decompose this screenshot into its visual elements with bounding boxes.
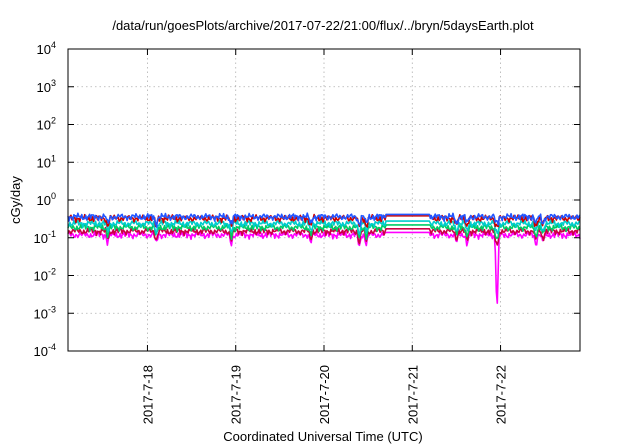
- x-axis: 2017-7-18 2017-7-19 2017-7-20 2017-7-21 2017…: [140, 49, 509, 424]
- y-axis: 104 103 102 101 100 10-1 10-2 10-3 10-4: [34, 40, 580, 359]
- x-tick-label: 2017-7-19: [229, 365, 244, 424]
- y-tick-label: 100: [37, 191, 56, 208]
- y-tick-label: 10-4: [34, 342, 56, 359]
- series-group: [67, 212, 581, 304]
- grid: [68, 49, 580, 351]
- x-axis-label: Coordinated Universal Time (UTC): [223, 429, 422, 444]
- x-tick-label: 2017-7-21: [405, 365, 420, 424]
- y-tick-label: 104: [37, 40, 56, 57]
- y-axis-label: cGy/day: [8, 176, 23, 224]
- y-tick-label: 103: [37, 78, 56, 95]
- y-tick-label: 10-1: [34, 229, 56, 246]
- x-tick-label: 2017-7-22: [494, 365, 509, 424]
- y-tick-label: 10-2: [34, 267, 56, 284]
- x-tick-label: 2017-7-20: [317, 365, 332, 424]
- y-tick-label: 102: [37, 116, 56, 133]
- series-line: [67, 212, 581, 228]
- chart-title: /data/run/goesPlots/archive/2017-07-22/2…: [112, 18, 534, 33]
- y-tick-label: 101: [37, 153, 56, 170]
- x-tick-label: 2017-7-18: [140, 365, 155, 424]
- y-tick-label: 10-3: [34, 304, 56, 321]
- series-line: [67, 222, 581, 241]
